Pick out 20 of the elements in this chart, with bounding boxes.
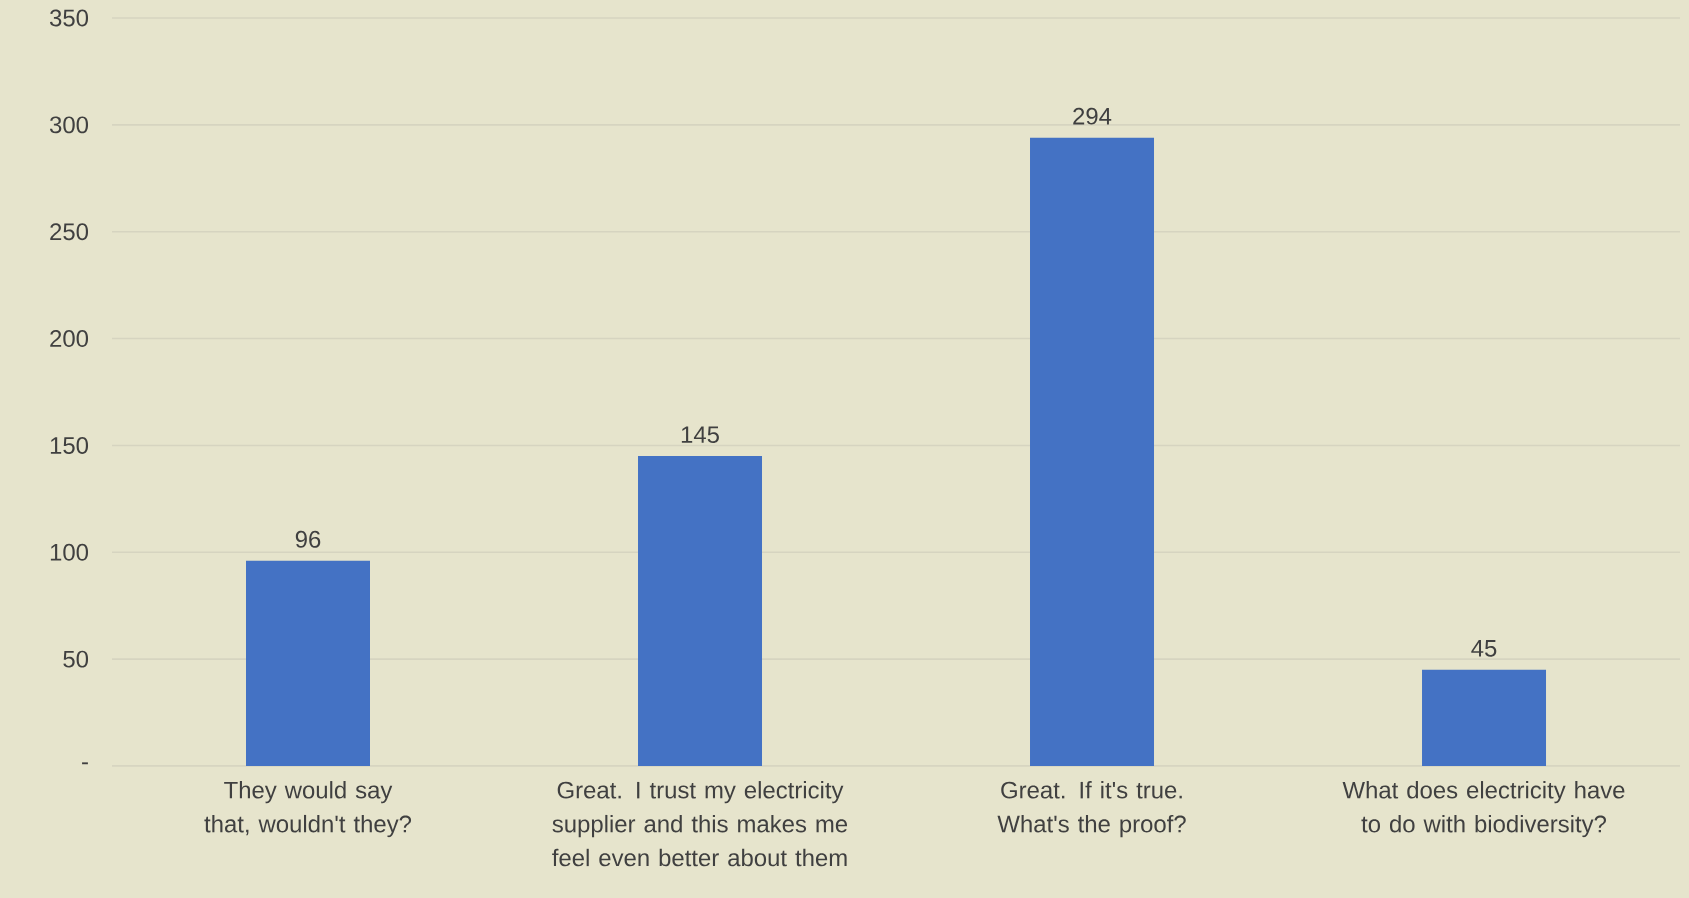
bar <box>1422 669 1547 766</box>
y-tick-label: 200 <box>50 330 89 348</box>
y-tick-label: 350 <box>49 9 89 27</box>
x-tick-label: Great. If it's true. What's the proof? <box>997 781 1186 838</box>
data-label: 294 <box>1073 107 1112 125</box>
bar <box>246 560 370 766</box>
y-tick-label: 50 <box>63 650 89 668</box>
bar <box>638 456 763 766</box>
x-tick-label: They would say that, wouldn't they? <box>204 781 412 838</box>
bar <box>1030 137 1155 766</box>
y-tick-label: 100 <box>50 543 89 561</box>
data-label: 45 <box>1471 640 1497 657</box>
x-tick-label: Great. I trust my electricity supplier and this makes me feel even better about them <box>552 781 848 867</box>
y-tick-label: 150 <box>50 436 89 454</box>
x-tick-label: What does electricity have to do with biodiversity? <box>1342 781 1625 838</box>
data-label: 96 <box>295 530 321 548</box>
y-tick-label: - <box>82 762 88 765</box>
y-tick-label: 250 <box>50 223 89 241</box>
data-label: 145 <box>681 426 719 444</box>
y-tick-label: 300 <box>49 116 89 134</box>
